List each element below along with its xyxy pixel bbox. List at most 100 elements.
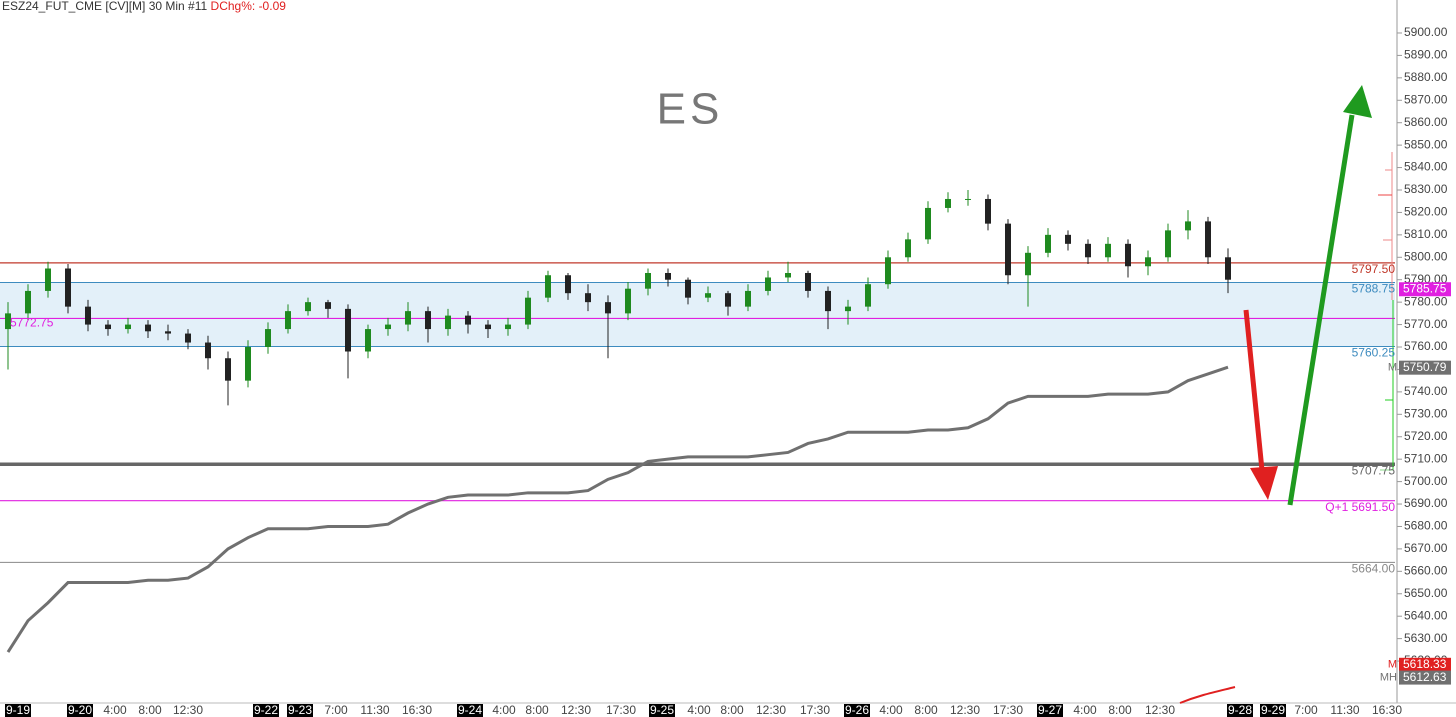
y-tick-label: 5720.00: [1404, 429, 1448, 443]
time-label: 8:00: [914, 703, 938, 717]
candle-body: [385, 324, 391, 330]
y-tick-label: 5700.00: [1404, 474, 1448, 488]
candle-body: [1165, 230, 1171, 258]
date-label-bg: [287, 704, 313, 717]
time-label: 4:00: [492, 703, 516, 717]
candle-body: [1025, 252, 1031, 276]
y-tick-label: 5850.00: [1404, 137, 1448, 151]
candle-body: [145, 324, 151, 332]
y-tick-label: 5630.00: [1404, 631, 1448, 645]
time-label: 12:30: [756, 703, 786, 717]
candle-body: [1065, 234, 1071, 244]
date-label-bg: [457, 704, 483, 717]
candle-body: [805, 272, 811, 291]
time-label: 4:00: [879, 703, 903, 717]
time-label: 17:30: [606, 703, 636, 717]
candle-body: [185, 333, 191, 343]
y-tick-label: 5660.00: [1404, 563, 1448, 577]
date-label: 9-26: [845, 703, 869, 717]
y-tick-label: 5820.00: [1404, 205, 1448, 219]
arrow-up: [1287, 114, 1355, 506]
date-label-bg: [253, 704, 279, 717]
candle-body: [705, 293, 711, 298]
date-label: 9-22: [254, 703, 278, 717]
time-label: 4:00: [687, 703, 711, 717]
candle-body: [1125, 243, 1131, 267]
candle-body: [825, 290, 831, 312]
candle-body: [305, 302, 311, 312]
date-label: 9-23: [288, 703, 312, 717]
candle-body: [365, 329, 371, 352]
y-tick-label: 5670.00: [1404, 541, 1448, 555]
header: ESZ24_FUT_CME [CV][M] 30 Min #11 DChg%: …: [2, 0, 286, 13]
candle-body: [765, 277, 771, 291]
candle-body: [785, 272, 791, 278]
time-label: 12:30: [173, 703, 203, 717]
price-tag-label: 5612.63: [1403, 670, 1447, 684]
time-label: 12:30: [950, 703, 980, 717]
symbol: ESZ24_FUT_CME [CV][M] 30 Min #11: [2, 0, 208, 13]
candle-body: [425, 311, 431, 330]
candle-body: [5, 313, 11, 330]
y-tick-label: 5730.00: [1404, 406, 1448, 420]
y-tick-label: 5710.00: [1404, 451, 1448, 465]
candle-body: [85, 306, 91, 325]
candle-body: [345, 308, 351, 352]
chart-title: ES: [657, 85, 724, 134]
price-tag: [1399, 670, 1451, 685]
time-label: 12:30: [561, 703, 591, 717]
candle-body: [945, 198, 951, 208]
candle-body: [545, 275, 551, 298]
candle-body: [45, 268, 51, 291]
time-label: 4:00: [1073, 703, 1097, 717]
price-tag: [1399, 282, 1451, 297]
candle-body: [465, 315, 471, 325]
candle-body: [605, 302, 611, 314]
candle-body: [985, 198, 991, 224]
price-tag: [1399, 360, 1451, 375]
change-label: DChg%:: [211, 0, 256, 13]
candle-body: [205, 342, 211, 359]
date-label-bg: [67, 704, 93, 717]
candle-body: [325, 302, 331, 309]
plot-area: [0, 189, 1395, 653]
time-label: 8:00: [525, 703, 549, 717]
candle-body: [845, 306, 851, 312]
level-label: 5664.00: [1352, 562, 1396, 576]
y-tick-label: 5840.00: [1404, 160, 1448, 174]
candle-body: [485, 324, 491, 330]
y-tick-label: 5690.00: [1404, 496, 1448, 510]
y-tick-label: 5870.00: [1404, 92, 1448, 106]
y-tick-label: 5860.00: [1404, 115, 1448, 129]
level-label: Q+1 5691.50: [1325, 500, 1395, 514]
price-tag: [1399, 657, 1451, 672]
candle-body: [1225, 257, 1231, 280]
y-tick-label: 5680.00: [1404, 519, 1448, 533]
time-label: 8:00: [1108, 703, 1132, 717]
indicator-curve: [1179, 686, 1236, 704]
candle-body: [225, 358, 231, 381]
level-label: 5772.75: [10, 316, 54, 330]
time-label: 16:30: [1372, 703, 1402, 717]
y-tick-label: 5640.00: [1404, 608, 1448, 622]
date-label: 9-29: [1261, 703, 1285, 717]
price-tag-label: 5750.79: [1403, 360, 1447, 374]
price-tag-label: 5785.75: [1403, 281, 1447, 295]
y-tick-label: 5740.00: [1404, 384, 1448, 398]
candle-body: [885, 257, 891, 285]
candle-body: [1205, 221, 1211, 258]
volume-profile: [1378, 152, 1394, 471]
time-label: 11:30: [1330, 703, 1359, 717]
date-label: 9-20: [68, 703, 92, 717]
candle-body: [1045, 234, 1051, 253]
y-tick-label: 5900.00: [1404, 25, 1448, 39]
candle-body: [25, 290, 31, 314]
candle-body: [405, 311, 411, 325]
time-label: 8:00: [138, 703, 162, 717]
candle-body: [725, 293, 731, 307]
date-label: 9-27: [1038, 703, 1062, 717]
candle-body: [685, 279, 691, 298]
date-label-bg: [1260, 704, 1286, 717]
candle-body: [745, 290, 751, 307]
